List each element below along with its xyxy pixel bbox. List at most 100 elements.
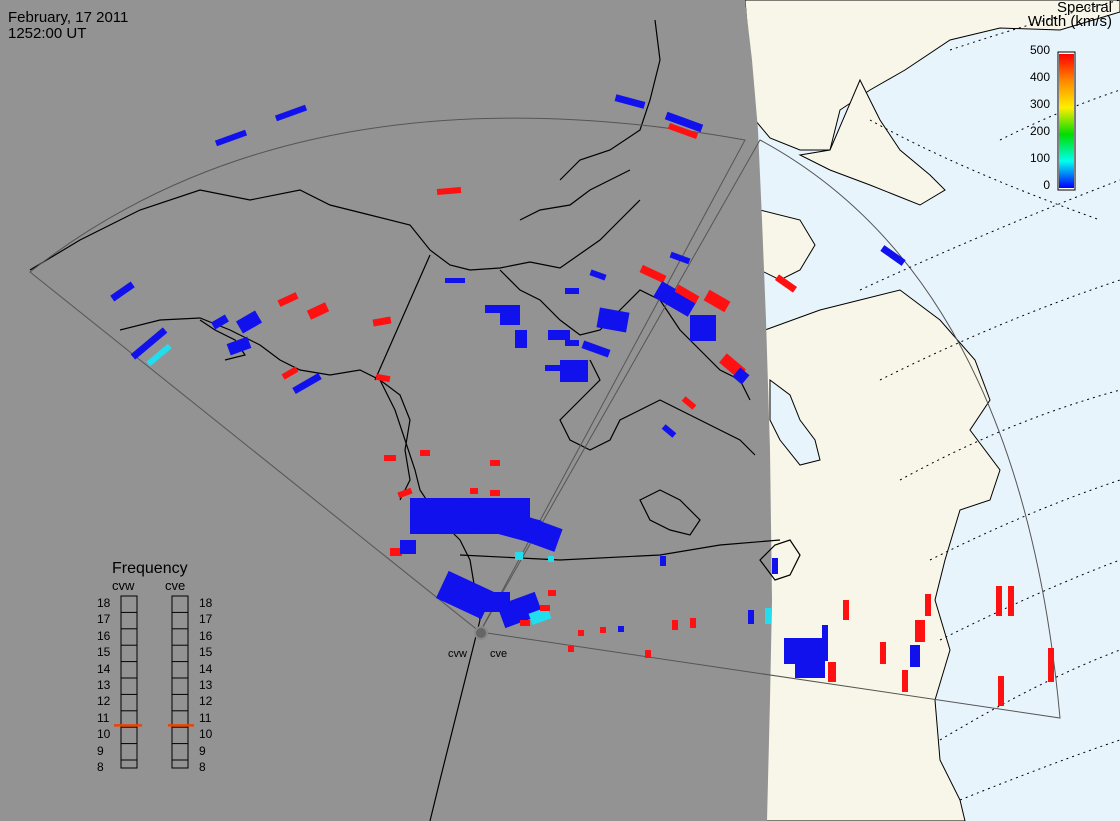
radar-label-cvw: cvw <box>448 648 467 660</box>
radar-echo <box>910 645 920 667</box>
radar-echo <box>277 292 299 307</box>
radar-echo <box>565 288 579 294</box>
radar-echo <box>146 343 172 367</box>
frequency-tick-label: 16 <box>199 628 213 643</box>
frequency-tick-label: 17 <box>199 612 213 627</box>
radar-echo <box>436 570 494 620</box>
colorbar-tick-label: 200 <box>1029 124 1050 138</box>
radar-echo <box>667 123 699 139</box>
radar-echo <box>281 366 299 380</box>
radar-echo <box>548 556 554 562</box>
radar-echo <box>578 630 584 636</box>
radar-echo <box>843 600 849 620</box>
radar-echo <box>528 606 552 626</box>
radar-echo <box>653 281 697 317</box>
frequency-tick-label: 14 <box>199 661 213 676</box>
radar-echo <box>515 552 523 560</box>
radar-echo <box>1048 648 1054 682</box>
radar-echo <box>497 591 543 629</box>
radar-echo <box>672 620 678 630</box>
frequency-title: Frequency <box>112 560 188 577</box>
geo-grid <box>859 0 1120 801</box>
frequency-tick-label: 9 <box>97 743 104 758</box>
frequency-tick-label: 10 <box>97 727 111 742</box>
radar-echo <box>274 104 308 122</box>
radar-echo <box>214 129 248 147</box>
radar-echo <box>661 424 677 438</box>
cvw-label: cvw <box>112 578 135 593</box>
radar-echo <box>568 646 574 652</box>
radar-echo <box>925 594 931 616</box>
radar-echo <box>902 670 908 692</box>
radar-echo <box>211 314 229 330</box>
day-land-east <box>764 289 1001 821</box>
colorbar-title-line2: Width (km/s) <box>1027 13 1112 30</box>
radar-echo <box>110 281 135 302</box>
radar-echo <box>880 642 886 664</box>
frequency-tick-label: 13 <box>97 678 111 692</box>
colorbar-tick-label: 400 <box>1029 70 1050 84</box>
echo-layer <box>110 94 1054 706</box>
colorbar-tick-label: 0 <box>1043 178 1050 192</box>
radar-echo <box>645 650 651 658</box>
radar-echo <box>596 307 630 333</box>
radar-echo <box>445 278 465 283</box>
borders <box>374 254 781 561</box>
frequency-tick-label: 16 <box>97 628 111 643</box>
colorbar-tick-label: 300 <box>1029 97 1050 111</box>
cvw-freq-bar <box>120 595 138 769</box>
day-land-greenland <box>744 0 1120 151</box>
radar-echo <box>828 662 836 682</box>
radar-echo <box>732 367 750 385</box>
radar-echo <box>784 638 824 664</box>
radar-echo <box>490 490 500 496</box>
radar-echo <box>540 605 550 611</box>
frequency-tick-label: 9 <box>199 743 206 758</box>
radar-echo <box>703 289 731 313</box>
frequency-tick-label: 18 <box>199 596 213 610</box>
frequency-tick-label: 15 <box>199 645 213 660</box>
frequency-tick-label: 12 <box>199 694 213 709</box>
frequency-tick-label: 11 <box>199 710 212 725</box>
radar-echo <box>565 340 579 346</box>
radar-echo <box>618 626 624 632</box>
day-land-greenland-2 <box>798 78 946 206</box>
radar-echo <box>372 316 392 327</box>
radar-echo <box>998 676 1004 706</box>
radar-echo <box>490 460 500 466</box>
frequency-panel <box>114 595 194 769</box>
frequency-tick-label: 12 <box>97 694 111 709</box>
radar-echo <box>470 488 478 494</box>
radar-echo <box>548 330 570 340</box>
radar-site-marker <box>474 626 488 640</box>
radar-echo <box>822 625 828 661</box>
cve-freq-bar <box>171 595 189 769</box>
night-terminator <box>0 0 772 821</box>
colorbar-tick-label: 500 <box>1029 43 1050 57</box>
radar-echo <box>795 660 825 678</box>
radar-echo <box>390 548 402 556</box>
radar-echo <box>384 455 396 461</box>
radar-echo <box>674 284 700 304</box>
radar-label-cve: cve <box>490 648 508 660</box>
radar-echo <box>500 305 520 325</box>
radar-echo <box>748 610 754 624</box>
radar-echo <box>397 487 413 499</box>
day-lake-hudson <box>769 379 821 466</box>
radar-echo <box>581 340 611 358</box>
radar-echo <box>560 360 588 382</box>
frequency-tick-label: 13 <box>199 678 213 692</box>
date-label: February, 17 2011 <box>8 9 129 26</box>
radar-echo <box>130 327 168 360</box>
radar-echo <box>375 373 391 383</box>
radar-echo <box>614 94 646 109</box>
radar-echo <box>880 245 906 266</box>
frequency-tick-label: 15 <box>97 645 111 660</box>
frequency-tick-label: 8 <box>97 760 104 774</box>
frequency-tick-label: 17 <box>97 612 111 627</box>
radar-echo <box>681 396 697 410</box>
radar-echo <box>669 251 691 265</box>
radar-echo <box>1008 586 1014 616</box>
frequency-tick-label: 18 <box>97 596 111 610</box>
radar-echo <box>996 586 1002 616</box>
